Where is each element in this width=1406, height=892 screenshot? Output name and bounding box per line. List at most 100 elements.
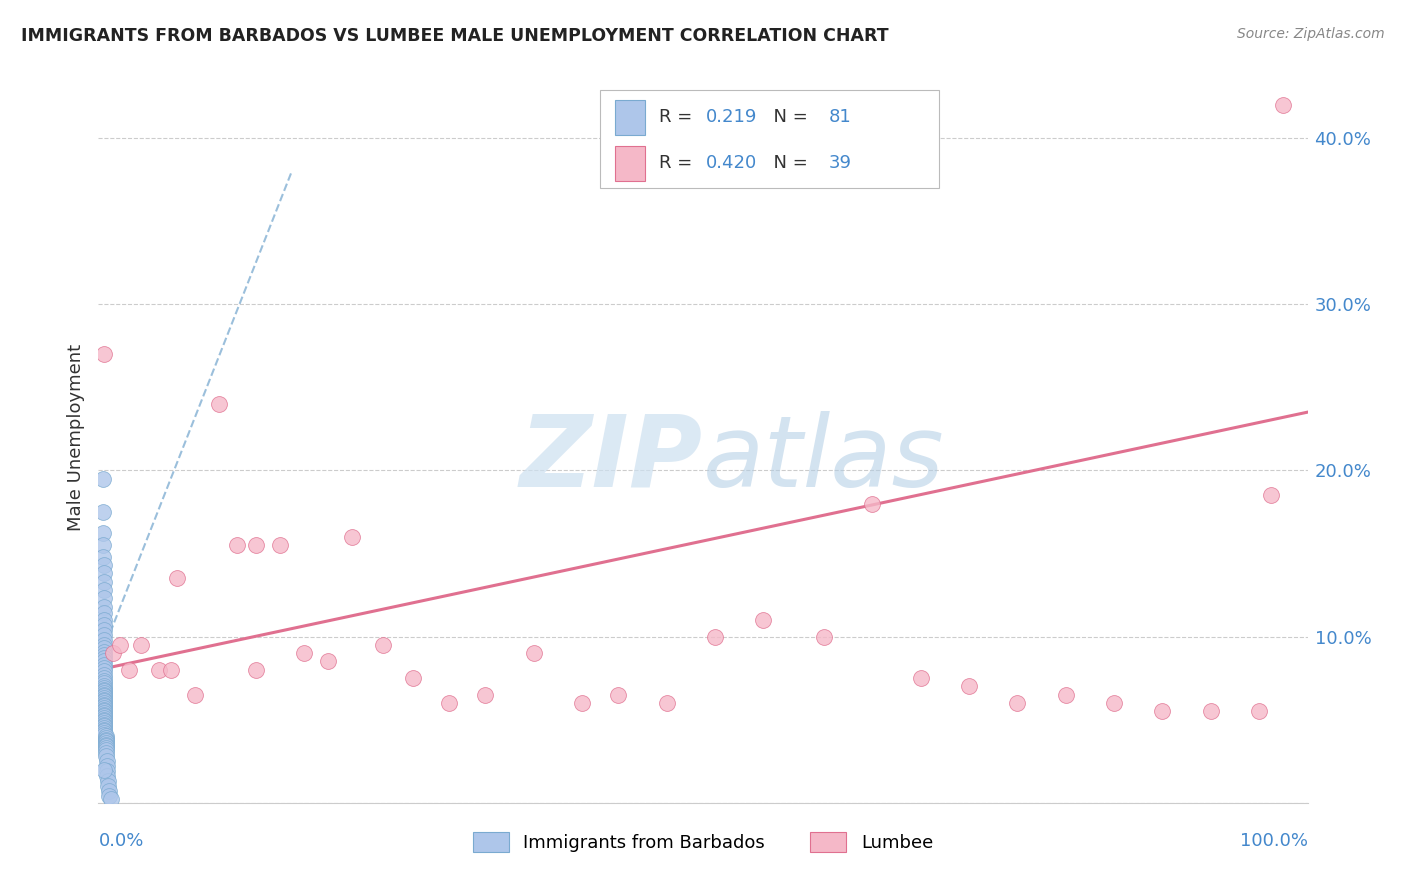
Text: IMMIGRANTS FROM BARBADOS VS LUMBEE MALE UNEMPLOYMENT CORRELATION CHART: IMMIGRANTS FROM BARBADOS VS LUMBEE MALE … [21,27,889,45]
Point [93,719,115,733]
Text: Source: ZipAtlas.com: Source: ZipAtlas.com [1237,27,1385,41]
Point [166,571,188,585]
Point [910,671,932,685]
Text: 0.420: 0.420 [706,153,756,172]
Point [91,505,114,519]
Point [93,638,115,652]
Point [342,530,364,544]
Text: atlas: atlas [703,410,945,508]
Text: 100.0%: 100.0% [1240,832,1308,850]
Point [245,663,267,677]
Point [402,671,425,685]
Point [93,692,115,706]
Point [94,740,117,755]
Point [93,706,115,720]
Point [93,717,115,731]
Point [292,646,315,660]
Point [96,769,118,783]
Point [655,696,678,710]
Point [93,566,115,581]
Point [160,663,183,677]
Point [93,688,115,702]
Point [96,754,118,768]
Point [93,714,115,729]
Text: N =: N = [762,153,814,172]
Point [93,665,115,679]
Point [93,599,115,614]
FancyBboxPatch shape [600,90,939,188]
Text: N =: N = [762,108,814,126]
Point [93,686,115,700]
Point [129,638,152,652]
Point [1102,696,1125,710]
Point [437,696,460,710]
Point [93,723,115,737]
Point [93,698,115,712]
Point [93,613,115,627]
Point [523,646,546,660]
Point [93,680,115,694]
Point [93,676,115,690]
Point [93,648,115,662]
Point [98,784,121,798]
Point [93,651,115,665]
Point [93,618,115,632]
Point [93,671,115,685]
Point [91,549,114,564]
Point [94,746,117,760]
Point [97,779,120,793]
Point [474,688,496,702]
Point [93,713,115,727]
Point [184,688,207,702]
Point [1007,696,1029,710]
Point [91,526,114,541]
Point [94,739,117,754]
Point [93,707,115,722]
Point [91,538,114,552]
Point [93,699,115,714]
Point [93,709,115,723]
Point [93,701,115,715]
Point [101,646,124,660]
Point [93,667,115,681]
Point [269,538,291,552]
Point [96,764,118,779]
FancyBboxPatch shape [614,100,645,135]
Point [1260,488,1282,502]
Point [94,742,117,756]
Text: 0.0%: 0.0% [98,832,143,850]
Text: 0.219: 0.219 [706,108,756,126]
FancyBboxPatch shape [614,146,645,181]
Point [93,682,115,697]
Y-axis label: Male Unemployment: Male Unemployment [66,343,84,531]
Legend: Immigrants from Barbados, Lumbee: Immigrants from Barbados, Lumbee [465,824,941,860]
Point [93,657,115,672]
Point [93,705,115,719]
Point [93,655,115,669]
Point [571,696,593,710]
Point [93,591,115,606]
Point [813,630,835,644]
Point [93,661,115,675]
Point [93,726,115,740]
Point [226,538,249,552]
Point [148,663,170,677]
Point [93,711,115,725]
Point [245,538,267,552]
Point [93,684,115,698]
Point [93,690,115,704]
Point [93,632,115,647]
Point [93,694,115,708]
Point [93,674,115,689]
Point [1249,705,1271,719]
Point [94,749,117,764]
Point [1054,688,1077,702]
Point [93,724,115,739]
Point [94,738,117,752]
Point [93,716,115,731]
Point [1152,705,1174,719]
Point [607,688,630,702]
Point [93,558,115,573]
Point [97,774,120,789]
Point [118,663,141,677]
